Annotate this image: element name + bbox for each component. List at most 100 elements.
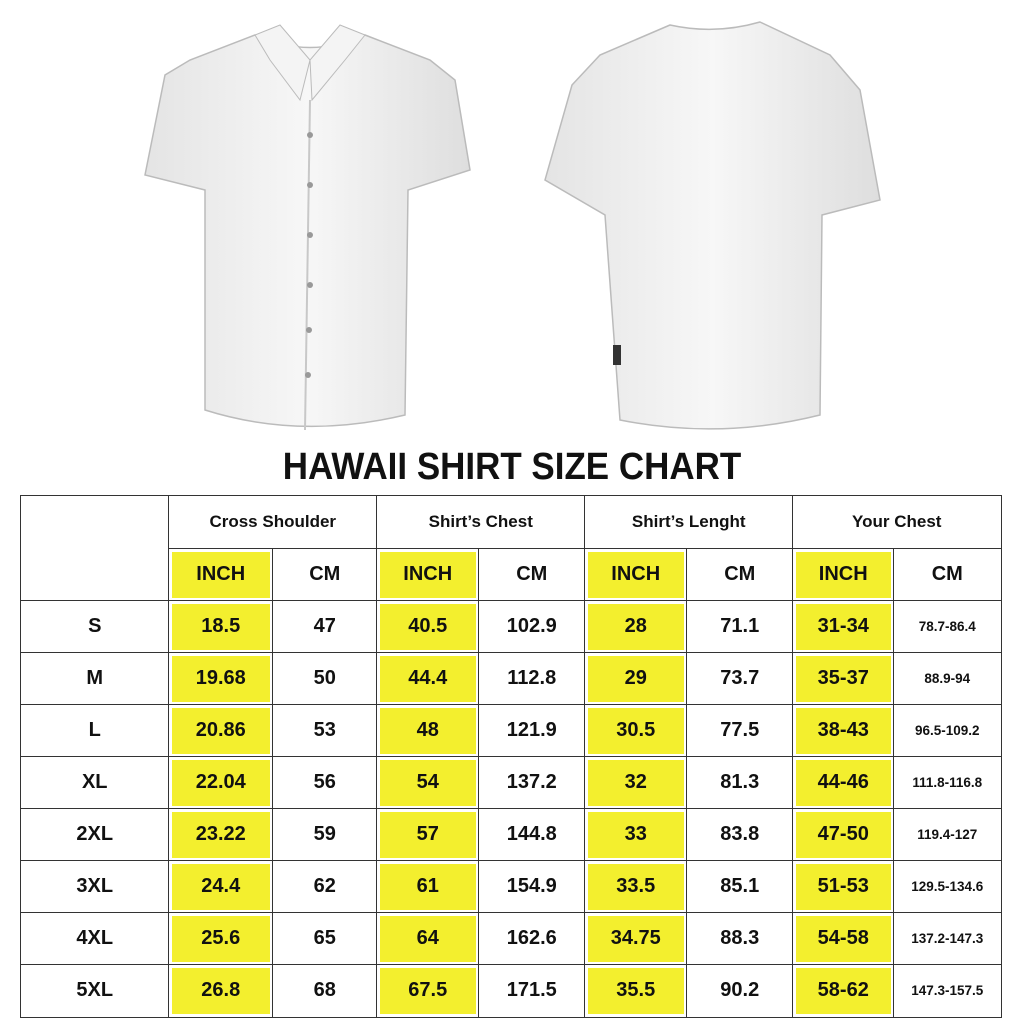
unit-header: CM: [478, 548, 586, 602]
value-cell-text: 31-34: [817, 615, 869, 638]
value-cell: 26.8: [168, 964, 274, 1018]
value-cell: 85.1: [686, 860, 794, 914]
size-label: 3XL: [20, 860, 170, 914]
value-cell: 121.9: [478, 704, 586, 758]
value-cell: 22.04: [168, 756, 274, 810]
unit-header: INCH: [168, 548, 274, 602]
value-cell-text: 50: [313, 667, 336, 690]
value-cell-text: 83.8: [720, 823, 760, 846]
unit-header: CM: [686, 548, 794, 602]
value-cell-text: 35-37: [817, 667, 869, 690]
value-cell: 58-62: [792, 964, 895, 1018]
value-cell: 90.2: [686, 964, 794, 1018]
value-cell: 162.6: [478, 912, 586, 966]
corner-cell: [20, 495, 170, 602]
value-cell-text: 54: [416, 771, 439, 794]
value-cell-text: 88.3: [720, 927, 760, 950]
value-cell: 33: [584, 808, 688, 862]
value-cell-text: 44.4: [408, 667, 448, 690]
value-cell: 53: [272, 704, 378, 758]
unit-header: CM: [272, 548, 378, 602]
value-cell-text: 162.6: [506, 927, 557, 950]
value-cell: 34.75: [584, 912, 688, 966]
group-header: Your Chest: [792, 495, 1002, 550]
size-label: XL: [20, 756, 170, 810]
value-cell-text: 44-46: [817, 771, 869, 794]
value-cell-text: 53: [313, 719, 336, 742]
value-cell: 119.4-127: [893, 808, 1002, 862]
value-cell-text: 88.9-94: [924, 671, 971, 687]
unit-header-text: CM: [309, 563, 341, 586]
value-cell: 83.8: [686, 808, 794, 862]
value-cell: 31-34: [792, 600, 895, 654]
value-cell: 59: [272, 808, 378, 862]
value-cell: 64: [376, 912, 480, 966]
value-cell: 147.3-157.5: [893, 964, 1002, 1018]
value-cell-text: 33.5: [616, 875, 656, 898]
value-cell-text: 54-58: [817, 927, 869, 950]
size-label-text: S: [88, 615, 102, 638]
value-cell: 28: [584, 600, 688, 654]
size-label-text: 3XL: [76, 875, 114, 898]
unit-header-text: CM: [724, 563, 756, 586]
value-cell-text: 51-53: [817, 875, 869, 898]
value-cell-text: 73.7: [720, 667, 760, 690]
value-cell-text: 147.3-157.5: [911, 983, 984, 999]
unit-header-text: INCH: [196, 563, 246, 586]
unit-header-text: CM: [931, 563, 963, 586]
value-cell-text: 19.68: [195, 667, 246, 690]
value-cell: 137.2: [478, 756, 586, 810]
value-cell: 23.22: [168, 808, 274, 862]
value-cell-text: 65: [313, 927, 336, 950]
shirt-images: [144, 21, 881, 431]
value-cell-text: 129.5-134.6: [911, 879, 984, 895]
value-cell-text: 64: [416, 927, 439, 950]
value-cell: 24.4: [168, 860, 274, 914]
value-cell: 38-43: [792, 704, 895, 758]
value-cell-text: 35.5: [616, 979, 656, 1002]
value-cell: 25.6: [168, 912, 274, 966]
value-cell-text: 28: [624, 615, 647, 638]
value-cell-text: 111.8-116.8: [912, 775, 983, 791]
value-cell-text: 121.9: [506, 719, 557, 742]
value-cell-text: 171.5: [506, 979, 557, 1002]
value-cell: 35-37: [792, 652, 895, 706]
value-cell-text: 154.9: [506, 875, 557, 898]
value-cell-text: 62: [313, 875, 336, 898]
value-cell: 44.4: [376, 652, 480, 706]
value-cell-text: 102.9: [506, 615, 557, 638]
value-cell: 67.5: [376, 964, 480, 1018]
size-label-text: 4XL: [76, 927, 114, 950]
value-cell: 51-53: [792, 860, 895, 914]
value-cell: 62: [272, 860, 378, 914]
value-cell-text: 26.8: [201, 979, 241, 1002]
value-cell-text: 67.5: [408, 979, 448, 1002]
value-cell-text: 56: [313, 771, 336, 794]
size-label: S: [20, 600, 170, 654]
value-cell-text: 137.2: [506, 771, 557, 794]
size-label-text: XL: [81, 771, 108, 794]
value-cell: 50: [272, 652, 378, 706]
value-cell-text: 90.2: [720, 979, 760, 1002]
value-cell-text: 59: [313, 823, 336, 846]
value-cell: 29: [584, 652, 688, 706]
unit-header: INCH: [376, 548, 480, 602]
size-label: 2XL: [20, 808, 170, 862]
value-cell: 71.1: [686, 600, 794, 654]
value-cell-text: 18.5: [201, 615, 241, 638]
group-header-text: Cross Shoulder: [209, 512, 337, 532]
value-cell: 88.9-94: [893, 652, 1002, 706]
value-cell: 171.5: [478, 964, 586, 1018]
value-cell-text: 137.2-147.3: [911, 931, 984, 947]
value-cell: 30.5: [584, 704, 688, 758]
value-cell: 18.5: [168, 600, 274, 654]
value-cell-text: 85.1: [720, 875, 760, 898]
value-cell-text: 34.75: [610, 927, 661, 950]
value-cell-text: 57: [416, 823, 439, 846]
value-cell: 54-58: [792, 912, 895, 966]
value-cell-text: 22.04: [195, 771, 246, 794]
value-cell-text: 81.3: [720, 771, 760, 794]
value-cell-text: 24.4: [201, 875, 241, 898]
